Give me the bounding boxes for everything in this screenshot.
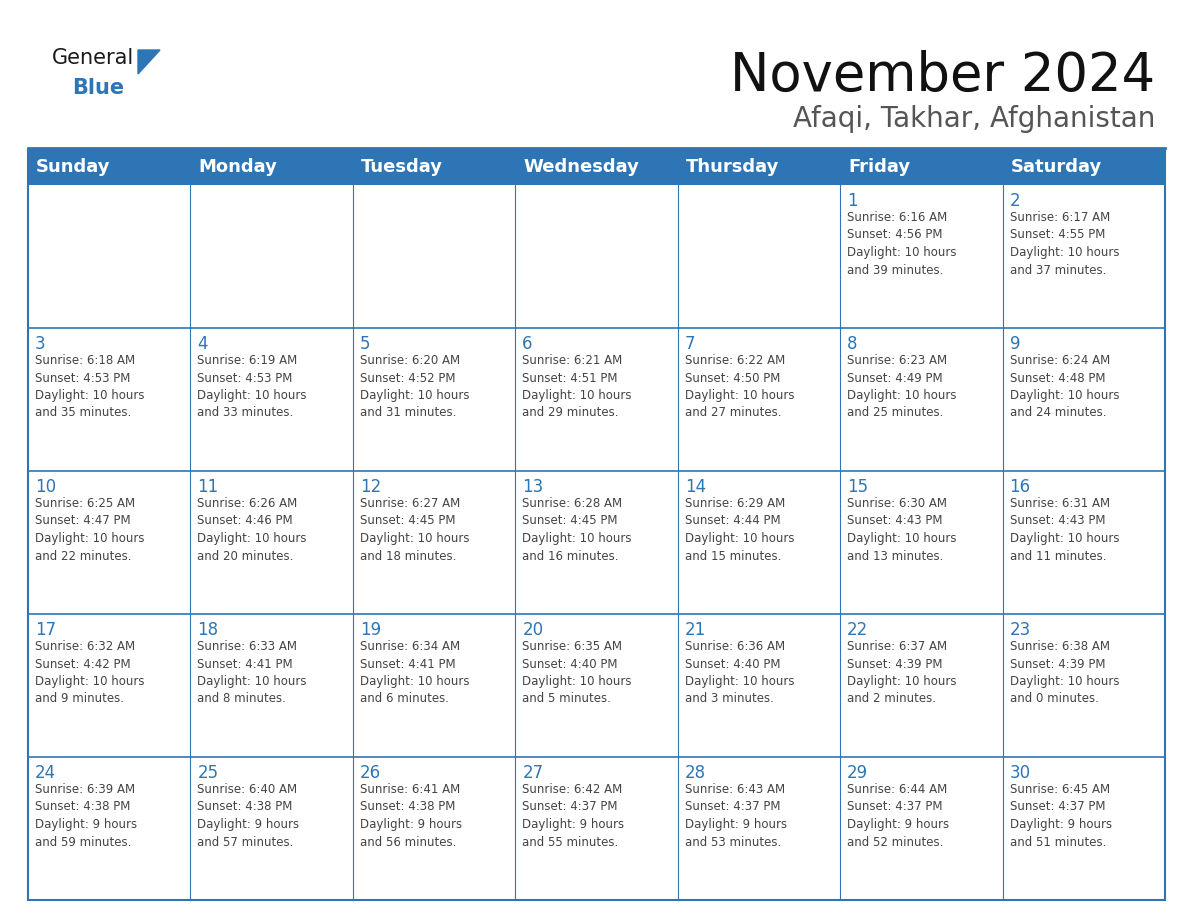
Text: 18: 18: [197, 621, 219, 639]
Text: Wednesday: Wednesday: [523, 159, 639, 176]
Text: 24: 24: [34, 764, 56, 782]
Text: Sunrise: 6:20 AM
Sunset: 4:52 PM
Daylight: 10 hours
and 31 minutes.: Sunrise: 6:20 AM Sunset: 4:52 PM Dayligh…: [360, 354, 469, 420]
Text: November 2024: November 2024: [729, 50, 1155, 102]
Text: Afaqi, Takhar, Afghanistan: Afaqi, Takhar, Afghanistan: [792, 105, 1155, 133]
Text: 10: 10: [34, 478, 56, 496]
Text: 19: 19: [360, 621, 381, 639]
Text: 29: 29: [847, 764, 868, 782]
Text: Monday: Monday: [198, 159, 277, 176]
Bar: [29, 150, 1165, 185]
Text: 12: 12: [360, 478, 381, 496]
Text: Sunrise: 6:29 AM
Sunset: 4:44 PM
Daylight: 10 hours
and 15 minutes.: Sunrise: 6:29 AM Sunset: 4:44 PM Dayligh…: [684, 497, 795, 563]
Text: 16: 16: [1010, 478, 1031, 496]
Text: Sunrise: 6:33 AM
Sunset: 4:41 PM
Daylight: 10 hours
and 8 minutes.: Sunrise: 6:33 AM Sunset: 4:41 PM Dayligh…: [197, 640, 307, 706]
Text: Sunrise: 6:44 AM
Sunset: 4:37 PM
Daylight: 9 hours
and 52 minutes.: Sunrise: 6:44 AM Sunset: 4:37 PM Dayligh…: [847, 783, 949, 848]
Text: 15: 15: [847, 478, 868, 496]
Text: Sunrise: 6:28 AM
Sunset: 4:45 PM
Daylight: 10 hours
and 16 minutes.: Sunrise: 6:28 AM Sunset: 4:45 PM Dayligh…: [523, 497, 632, 563]
Text: 14: 14: [684, 478, 706, 496]
Text: Sunrise: 6:37 AM
Sunset: 4:39 PM
Daylight: 10 hours
and 2 minutes.: Sunrise: 6:37 AM Sunset: 4:39 PM Dayligh…: [847, 640, 956, 706]
Text: Sunrise: 6:41 AM
Sunset: 4:38 PM
Daylight: 9 hours
and 56 minutes.: Sunrise: 6:41 AM Sunset: 4:38 PM Dayligh…: [360, 783, 462, 848]
Text: 11: 11: [197, 478, 219, 496]
Text: Sunrise: 6:17 AM
Sunset: 4:55 PM
Daylight: 10 hours
and 37 minutes.: Sunrise: 6:17 AM Sunset: 4:55 PM Dayligh…: [1010, 211, 1119, 276]
Text: Sunrise: 6:21 AM
Sunset: 4:51 PM
Daylight: 10 hours
and 29 minutes.: Sunrise: 6:21 AM Sunset: 4:51 PM Dayligh…: [523, 354, 632, 420]
Text: 2: 2: [1010, 192, 1020, 210]
Text: 27: 27: [523, 764, 543, 782]
Text: Sunrise: 6:39 AM
Sunset: 4:38 PM
Daylight: 9 hours
and 59 minutes.: Sunrise: 6:39 AM Sunset: 4:38 PM Dayligh…: [34, 783, 137, 848]
Text: General: General: [52, 48, 134, 68]
Text: Sunrise: 6:27 AM
Sunset: 4:45 PM
Daylight: 10 hours
and 18 minutes.: Sunrise: 6:27 AM Sunset: 4:45 PM Dayligh…: [360, 497, 469, 563]
Text: 22: 22: [847, 621, 868, 639]
Text: Sunrise: 6:45 AM
Sunset: 4:37 PM
Daylight: 9 hours
and 51 minutes.: Sunrise: 6:45 AM Sunset: 4:37 PM Dayligh…: [1010, 783, 1112, 848]
Text: 25: 25: [197, 764, 219, 782]
Text: Sunrise: 6:32 AM
Sunset: 4:42 PM
Daylight: 10 hours
and 9 minutes.: Sunrise: 6:32 AM Sunset: 4:42 PM Dayligh…: [34, 640, 145, 706]
Text: Sunrise: 6:40 AM
Sunset: 4:38 PM
Daylight: 9 hours
and 57 minutes.: Sunrise: 6:40 AM Sunset: 4:38 PM Dayligh…: [197, 783, 299, 848]
Text: Sunrise: 6:26 AM
Sunset: 4:46 PM
Daylight: 10 hours
and 20 minutes.: Sunrise: 6:26 AM Sunset: 4:46 PM Dayligh…: [197, 497, 307, 563]
Text: 21: 21: [684, 621, 706, 639]
Text: 23: 23: [1010, 621, 1031, 639]
Text: Sunrise: 6:19 AM
Sunset: 4:53 PM
Daylight: 10 hours
and 33 minutes.: Sunrise: 6:19 AM Sunset: 4:53 PM Dayligh…: [197, 354, 307, 420]
Text: Sunrise: 6:30 AM
Sunset: 4:43 PM
Daylight: 10 hours
and 13 minutes.: Sunrise: 6:30 AM Sunset: 4:43 PM Dayligh…: [847, 497, 956, 563]
Text: Sunrise: 6:18 AM
Sunset: 4:53 PM
Daylight: 10 hours
and 35 minutes.: Sunrise: 6:18 AM Sunset: 4:53 PM Dayligh…: [34, 354, 145, 420]
Text: Sunrise: 6:16 AM
Sunset: 4:56 PM
Daylight: 10 hours
and 39 minutes.: Sunrise: 6:16 AM Sunset: 4:56 PM Dayligh…: [847, 211, 956, 276]
Text: 26: 26: [360, 764, 381, 782]
Text: Sunday: Sunday: [36, 159, 110, 176]
Text: Sunrise: 6:25 AM
Sunset: 4:47 PM
Daylight: 10 hours
and 22 minutes.: Sunrise: 6:25 AM Sunset: 4:47 PM Dayligh…: [34, 497, 145, 563]
Text: Saturday: Saturday: [1011, 159, 1101, 176]
Text: Sunrise: 6:24 AM
Sunset: 4:48 PM
Daylight: 10 hours
and 24 minutes.: Sunrise: 6:24 AM Sunset: 4:48 PM Dayligh…: [1010, 354, 1119, 420]
Text: 9: 9: [1010, 335, 1020, 353]
Text: 17: 17: [34, 621, 56, 639]
Text: Sunrise: 6:42 AM
Sunset: 4:37 PM
Daylight: 9 hours
and 55 minutes.: Sunrise: 6:42 AM Sunset: 4:37 PM Dayligh…: [523, 783, 625, 848]
Text: Sunrise: 6:36 AM
Sunset: 4:40 PM
Daylight: 10 hours
and 3 minutes.: Sunrise: 6:36 AM Sunset: 4:40 PM Dayligh…: [684, 640, 795, 706]
Text: 5: 5: [360, 335, 371, 353]
Text: 7: 7: [684, 335, 695, 353]
Text: Sunrise: 6:31 AM
Sunset: 4:43 PM
Daylight: 10 hours
and 11 minutes.: Sunrise: 6:31 AM Sunset: 4:43 PM Dayligh…: [1010, 497, 1119, 563]
Polygon shape: [138, 50, 160, 74]
Text: Sunrise: 6:22 AM
Sunset: 4:50 PM
Daylight: 10 hours
and 27 minutes.: Sunrise: 6:22 AM Sunset: 4:50 PM Dayligh…: [684, 354, 795, 420]
Text: Sunrise: 6:23 AM
Sunset: 4:49 PM
Daylight: 10 hours
and 25 minutes.: Sunrise: 6:23 AM Sunset: 4:49 PM Dayligh…: [847, 354, 956, 420]
Text: 30: 30: [1010, 764, 1031, 782]
Text: 4: 4: [197, 335, 208, 353]
Text: Tuesday: Tuesday: [361, 159, 443, 176]
Text: Blue: Blue: [72, 78, 124, 98]
Text: 20: 20: [523, 621, 543, 639]
Text: Sunrise: 6:35 AM
Sunset: 4:40 PM
Daylight: 10 hours
and 5 minutes.: Sunrise: 6:35 AM Sunset: 4:40 PM Dayligh…: [523, 640, 632, 706]
Text: Friday: Friday: [848, 159, 910, 176]
Text: Thursday: Thursday: [685, 159, 779, 176]
Text: 8: 8: [847, 335, 858, 353]
Text: Sunrise: 6:38 AM
Sunset: 4:39 PM
Daylight: 10 hours
and 0 minutes.: Sunrise: 6:38 AM Sunset: 4:39 PM Dayligh…: [1010, 640, 1119, 706]
Text: 3: 3: [34, 335, 45, 353]
Text: 28: 28: [684, 764, 706, 782]
Text: 1: 1: [847, 192, 858, 210]
Text: 13: 13: [523, 478, 544, 496]
Text: 6: 6: [523, 335, 532, 353]
Text: Sunrise: 6:43 AM
Sunset: 4:37 PM
Daylight: 9 hours
and 53 minutes.: Sunrise: 6:43 AM Sunset: 4:37 PM Dayligh…: [684, 783, 786, 848]
Text: Sunrise: 6:34 AM
Sunset: 4:41 PM
Daylight: 10 hours
and 6 minutes.: Sunrise: 6:34 AM Sunset: 4:41 PM Dayligh…: [360, 640, 469, 706]
